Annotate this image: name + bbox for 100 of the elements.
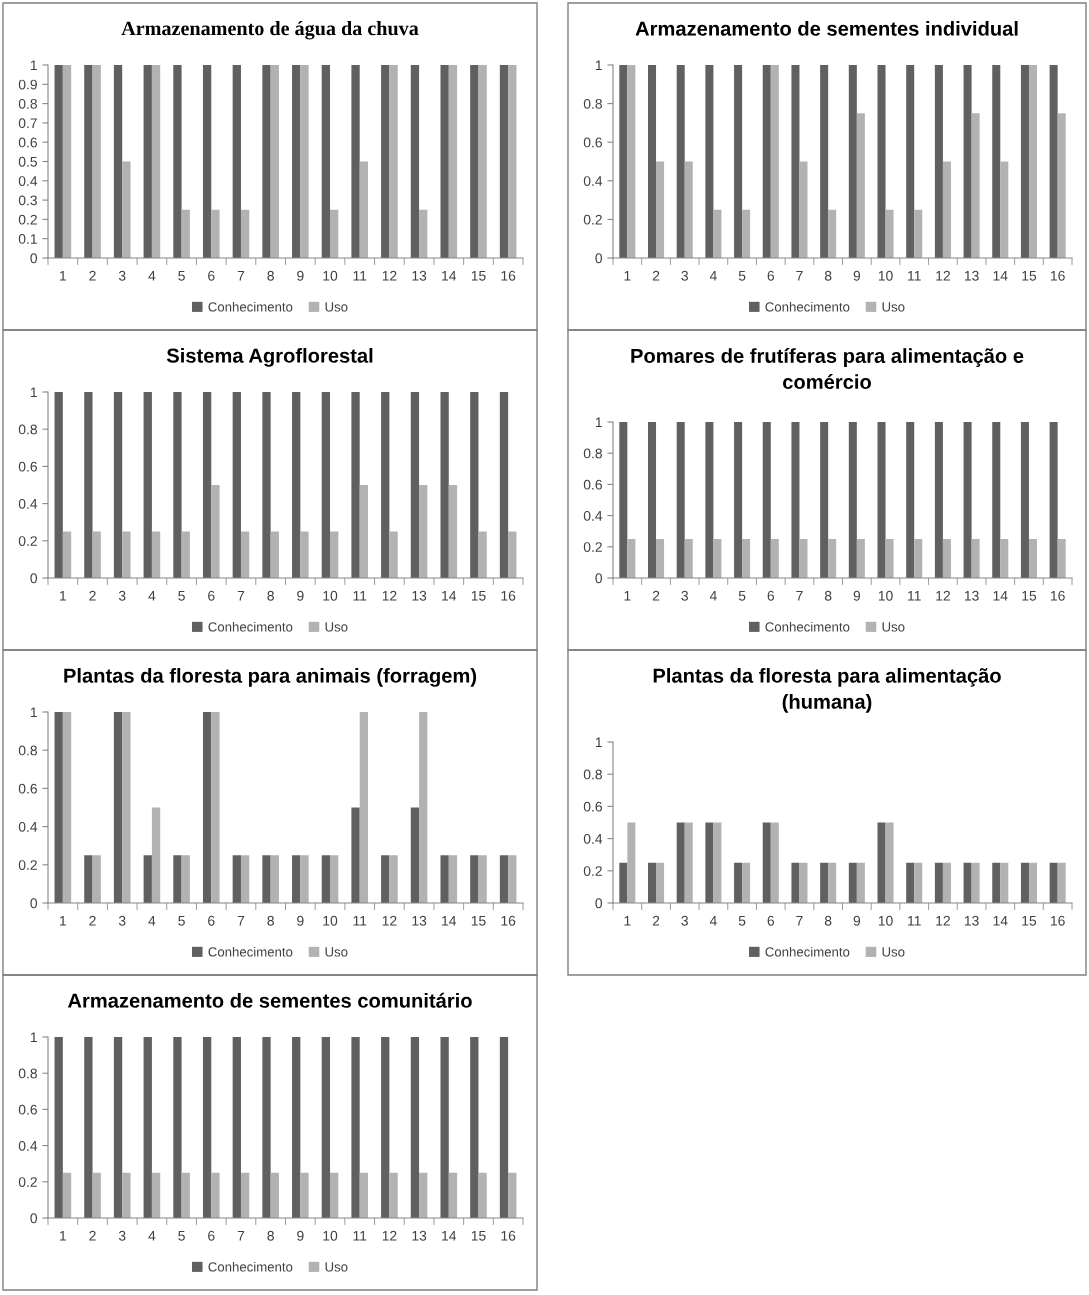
bar [885,209,894,258]
bar [440,855,449,903]
legend-label: Conhecimento [208,1261,293,1272]
x-tick-label: 10 [878,590,893,601]
bar [262,392,271,578]
x-tick-label: 12 [382,590,397,601]
x-tick-label: 16 [501,270,516,281]
x-tick-label: 8 [824,590,832,601]
bar [828,209,837,258]
y-tick-label: 1 [30,1032,37,1043]
bar [440,392,449,578]
bar [1028,65,1037,258]
x-tick-label: 16 [1050,590,1065,601]
x-tick-label: 7 [237,916,245,926]
x-tick-label: 2 [89,915,96,926]
x-tick-label: 8 [267,915,274,926]
bar [419,712,428,903]
x-tick-label: 5 [178,271,185,281]
bar [381,65,390,258]
x-tick-label: 15 [1022,916,1037,926]
x-tick-label: 6 [767,270,775,281]
bar [211,712,220,903]
x-tick-label: 9 [297,590,304,601]
x-tick-label: 1 [60,271,67,281]
bar [92,855,101,903]
bar [419,209,428,258]
x-tick-label: 1 [624,591,631,601]
chart-title: Plantas da floresta para alimentação (humana) [653,668,1001,713]
y-tick-label: 0.1 [18,234,37,244]
bar [113,392,123,578]
bar [262,65,271,258]
x-tick-label: 11 [908,916,921,926]
x-tick-label: 15 [471,916,486,926]
bar [62,712,72,903]
y-tick-label: 0 [595,573,603,584]
x-tick-label: 8 [267,270,274,281]
legend-label: Uso [325,1262,348,1272]
bar [389,65,398,258]
y-tick-label: 0.8 [18,745,37,756]
bar [232,392,241,578]
x-tick-label: 13 [964,915,979,926]
x-tick-label: 11 [353,916,367,926]
bar [619,65,628,258]
x-tick-label: 10 [323,915,338,926]
x-tick-label: 6 [208,1230,215,1241]
x-tick-label: 12 [936,590,950,601]
x-tick-label: 6 [208,270,215,281]
y-tick-label: 0.4 [583,510,603,521]
bar [122,712,131,903]
y-tick-label: 0.8 [583,769,602,780]
y-tick-label: 0.4 [18,498,38,509]
x-tick-label: 5 [178,916,185,926]
x-tick-label: 9 [853,270,861,281]
y-tick-label: 0.4 [583,176,603,186]
x-tick-label: 11 [353,591,367,601]
x-tick-label: 7 [796,271,803,281]
x-tick-label: 10 [878,915,893,926]
bar [627,65,636,258]
y-tick-label: 0 [30,253,38,264]
x-tick-label: 2 [652,270,660,281]
y-tick-label: 0.7 [18,118,37,129]
bar [173,65,182,258]
y-tick-label: 0.8 [18,98,37,109]
bar [419,485,428,578]
x-tick-label: 7 [237,271,245,281]
x-tick-label: 15 [1022,591,1037,601]
y-tick-label: 1 [30,60,37,71]
bar [151,807,161,903]
y-tick-label: 0.6 [18,461,37,472]
bar [499,65,509,258]
bar [410,65,420,258]
bar [381,855,390,903]
x-tick-label: 13 [412,915,427,926]
x-tick-label: 7 [796,591,803,601]
bar [389,855,398,903]
x-tick-label: 4 [709,271,717,281]
bar [1057,113,1066,258]
bar [211,485,220,578]
y-tick-label: 0 [595,253,603,264]
bar [351,392,360,578]
legend-label: Uso [325,622,348,632]
bar [321,392,331,578]
y-tick-label: 0.2 [18,860,37,870]
bar [734,65,743,258]
bar [321,65,331,258]
legend-label: Conhecimento [765,301,850,312]
x-tick-label: 11 [353,271,367,281]
bar [856,113,865,258]
y-tick-label: 0.4 [18,176,38,186]
bar [440,65,449,258]
x-tick-label: 2 [652,915,660,926]
bar [300,855,309,903]
x-tick-label: 15 [471,1231,486,1241]
bar [478,855,487,903]
x-tick-label: 1 [60,1231,67,1241]
x-tick-label: 10 [323,1230,338,1241]
y-tick-label: 0.6 [583,801,602,812]
x-tick-label: 15 [471,591,486,601]
bar [410,392,420,578]
x-tick-label: 5 [178,1231,185,1241]
